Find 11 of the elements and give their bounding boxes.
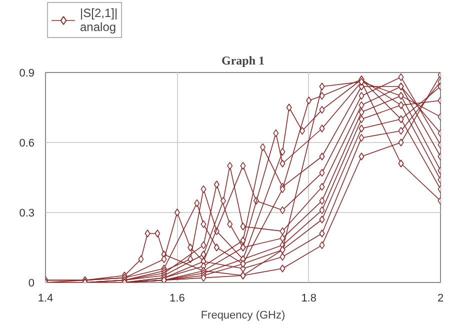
x-tick-label: 1.6 bbox=[170, 292, 185, 304]
y-tick-label: 0 bbox=[28, 278, 35, 290]
y-tick-label: 0.6 bbox=[19, 138, 35, 150]
y-tick-label: 0.3 bbox=[19, 208, 35, 220]
chart-title: Graph 1 bbox=[221, 54, 265, 68]
y-tick-label: 0.9 bbox=[19, 68, 35, 80]
x-tick-label: 1.4 bbox=[38, 292, 54, 304]
x-tick-label: 2 bbox=[437, 292, 444, 304]
legend-label: |S[2,1]| analog bbox=[80, 6, 118, 34]
x-axis-title: Frequency (GHz) bbox=[200, 310, 286, 322]
x-tick-label: 1.8 bbox=[301, 292, 316, 304]
